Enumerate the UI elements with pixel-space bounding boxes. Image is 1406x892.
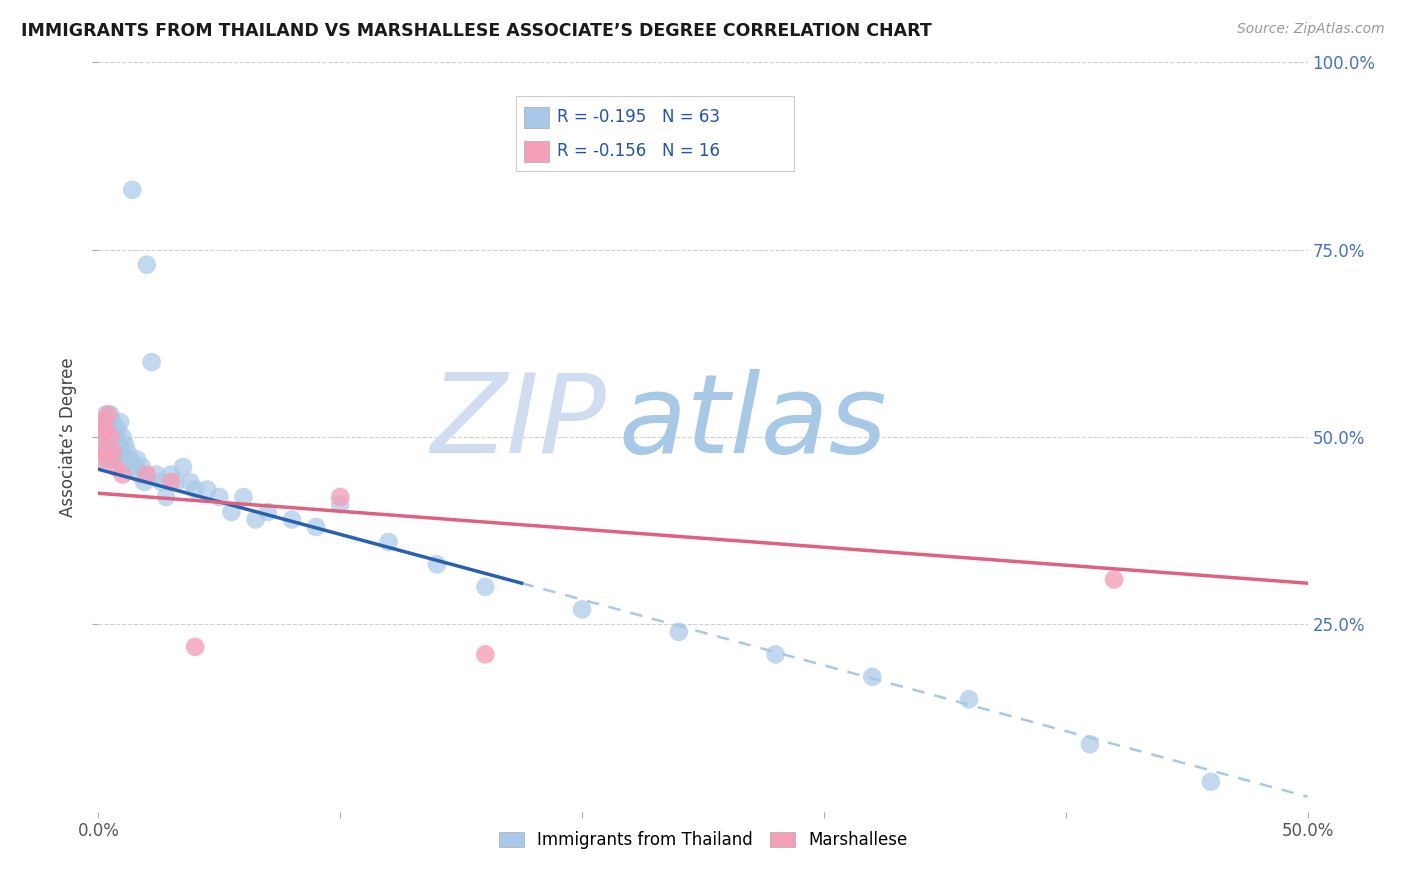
Point [1102,573,1125,587]
Point [94,452,117,467]
Point [1078,737,1101,751]
Point [256,505,278,519]
Point [118,452,141,467]
Point [160,475,183,489]
Point [957,692,980,706]
Point [97,415,120,429]
Point [184,483,207,497]
Point [91,437,114,451]
Point [329,498,352,512]
Point [160,467,183,482]
Text: atlas: atlas [619,368,887,475]
Point [165,475,187,489]
Point [117,445,139,459]
Point [179,475,201,489]
Text: Source: ZipAtlas.com: Source: ZipAtlas.com [1237,22,1385,37]
Point [474,648,496,662]
Point [134,475,156,489]
Point [108,445,131,459]
Bar [524,107,548,128]
Point [571,602,593,616]
Point [1199,774,1222,789]
Point [104,430,127,444]
Point [90,430,112,444]
Point [426,558,449,572]
Point [172,460,194,475]
Point [111,460,134,475]
Point [100,452,122,467]
Legend: Immigrants from Thailand, Marshallese: Immigrants from Thailand, Marshallese [492,824,914,855]
Point [107,423,129,437]
Text: R = -0.156   N = 16: R = -0.156 N = 16 [557,142,720,160]
Point [111,467,134,482]
Point [101,415,124,429]
Point [124,460,146,475]
Point [100,430,122,444]
Point [668,624,690,639]
Point [94,445,117,459]
Point [91,415,114,429]
Point [195,483,218,497]
Point [131,460,153,475]
Point [101,445,124,459]
Point [91,452,114,467]
Point [104,445,127,459]
Point [101,437,124,451]
Point [97,445,120,459]
Point [94,430,117,444]
Point [245,512,267,526]
Point [329,490,352,504]
Point [97,423,120,437]
Point [208,490,231,504]
Point [104,460,127,475]
Point [100,430,122,444]
Point [860,670,883,684]
Point [127,452,149,467]
Point [150,475,173,489]
Text: ZIP: ZIP [430,368,606,475]
FancyBboxPatch shape [516,96,793,171]
Point [184,640,207,654]
Point [221,505,243,519]
Point [474,580,496,594]
Point [281,512,304,526]
Point [107,437,129,451]
Point [114,437,136,451]
Point [101,452,124,467]
Text: IMMIGRANTS FROM THAILAND VS MARSHALLESE ASSOCIATE’S DEGREE CORRELATION CHART: IMMIGRANTS FROM THAILAND VS MARSHALLESE … [21,22,932,40]
Point [135,258,157,272]
Point [135,467,157,482]
Point [128,467,150,482]
Point [94,408,117,422]
Text: R = -0.195   N = 63: R = -0.195 N = 63 [557,108,720,126]
Point [100,408,122,422]
Point [121,183,143,197]
Point [305,520,328,534]
Point [97,408,120,422]
Bar [524,141,548,162]
Point [111,430,134,444]
Point [232,490,254,504]
Point [108,415,131,429]
Point [90,430,112,444]
Point [94,423,117,437]
Point [141,355,163,369]
Point [90,445,112,459]
Point [377,535,399,549]
Y-axis label: Associate’s Degree: Associate’s Degree [59,358,77,516]
Point [155,490,177,504]
Point [145,467,167,482]
Point [765,648,787,662]
Point [91,423,114,437]
Point [91,415,114,429]
